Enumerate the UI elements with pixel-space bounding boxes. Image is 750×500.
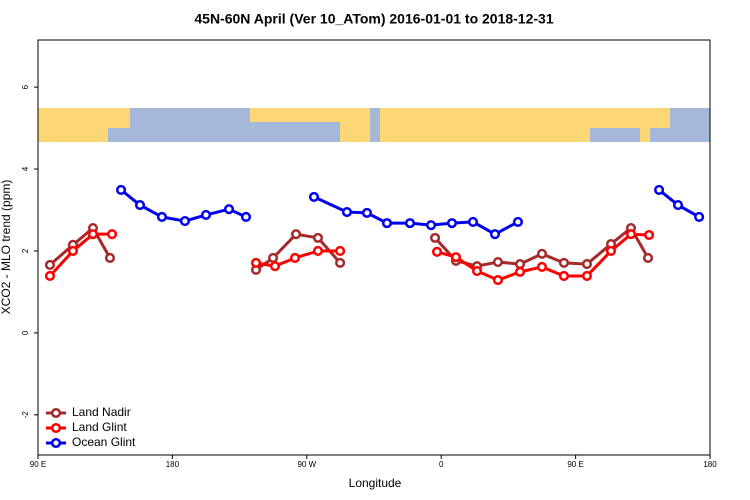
point	[694, 211, 705, 223]
point	[269, 261, 281, 272]
point	[179, 216, 190, 227]
point	[223, 204, 235, 215]
point	[654, 184, 665, 195]
y-tick-label: 2	[21, 248, 30, 253]
point	[467, 216, 479, 227]
x-tick-label: 180	[166, 460, 180, 469]
x-tick-label: 90 E	[30, 460, 46, 469]
point	[104, 252, 116, 263]
point	[67, 245, 78, 257]
point	[240, 211, 252, 223]
point	[425, 220, 437, 231]
point	[87, 229, 99, 240]
point	[335, 257, 346, 268]
chart-title: 45N-60N April (Ver 10_ATom) 2016-01-01 t…	[194, 11, 553, 27]
point	[308, 191, 320, 202]
point	[558, 257, 570, 268]
x-tick-label: 0	[439, 460, 444, 469]
legend-marker	[50, 422, 62, 434]
point	[335, 245, 346, 257]
series-line	[48, 225, 650, 272]
point	[536, 261, 548, 273]
point	[672, 200, 684, 211]
point	[446, 218, 458, 229]
point	[581, 270, 592, 282]
point	[404, 218, 416, 229]
x-tick-label: 90 W	[297, 460, 316, 469]
point	[512, 216, 524, 227]
point	[250, 257, 262, 268]
point	[536, 248, 548, 259]
point	[431, 246, 443, 257]
point	[115, 184, 127, 195]
point	[581, 259, 592, 270]
y-tick-label: 6	[21, 84, 30, 89]
point	[44, 270, 55, 282]
point	[558, 270, 570, 282]
point	[605, 245, 617, 257]
point	[341, 207, 353, 218]
point	[44, 259, 55, 270]
point	[492, 275, 503, 286]
y-tick-label: 4	[21, 166, 30, 171]
y-tick-label: 0	[21, 330, 30, 335]
point	[361, 207, 373, 218]
point	[489, 229, 501, 240]
legend-label: Land Glint	[72, 420, 127, 434]
point	[430, 232, 441, 243]
point	[471, 266, 483, 277]
point	[107, 229, 118, 240]
map-strip	[38, 108, 710, 142]
y-axis-label: XCO2 - MLO trend (ppm)	[0, 180, 13, 315]
x-tick-label: 90 E	[567, 460, 583, 469]
legend-marker	[50, 437, 62, 449]
point	[514, 266, 526, 277]
point	[268, 252, 279, 263]
point	[156, 211, 167, 223]
y-tick-label: -2	[21, 411, 30, 419]
point	[289, 252, 301, 263]
x-axis-label: Longitude	[349, 476, 402, 490]
point	[642, 252, 654, 263]
point	[514, 259, 526, 270]
legend-label: Ocean Glint	[72, 435, 136, 449]
point	[200, 209, 212, 220]
x-tick-label: 180	[703, 460, 717, 469]
legend-marker	[50, 407, 62, 419]
point	[381, 218, 393, 229]
point	[312, 245, 324, 257]
point	[450, 252, 462, 263]
point	[625, 229, 637, 240]
plot-frame	[37, 39, 711, 456]
series-line	[48, 232, 650, 282]
point	[134, 200, 146, 211]
point	[644, 229, 655, 241]
point	[492, 256, 503, 268]
point	[312, 232, 324, 243]
point	[290, 229, 302, 240]
legend-label: Land Nadir	[72, 405, 131, 419]
